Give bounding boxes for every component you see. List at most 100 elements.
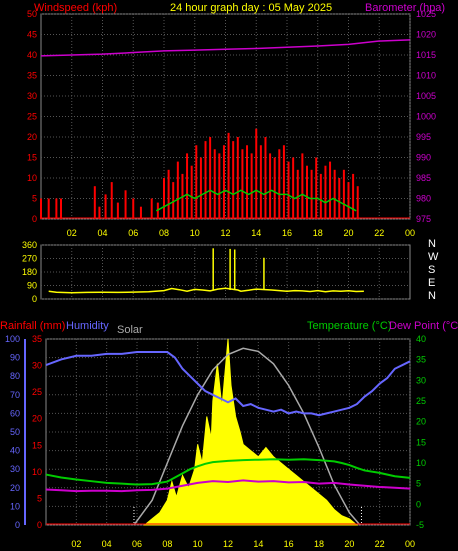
humidity-y-tick-label: 10 xyxy=(10,501,20,511)
baro-y-tick-label: 1015 xyxy=(416,50,436,60)
rainfall-y-tick-label: 30 xyxy=(32,361,42,371)
wind-x-tick-label: 06 xyxy=(128,228,138,238)
baro-y-tick-label: 1010 xyxy=(416,71,436,81)
humidity-line xyxy=(45,351,411,417)
wind-x-tick-label: 18 xyxy=(313,228,323,238)
wind-y-tick-label: 30 xyxy=(27,91,37,101)
winddir-y-tick-label: 360 xyxy=(22,240,37,250)
rainfall-y-tick-label: 35 xyxy=(32,334,42,344)
humidity-axis-title: Humidity xyxy=(66,320,109,332)
baro-y-tick-label: 1000 xyxy=(416,112,436,122)
winddir-y-tick-label: 270 xyxy=(22,254,37,264)
wind-x-tick-label: 12 xyxy=(220,228,230,238)
barometer-axis-title: Barometer (hpa) xyxy=(365,2,445,14)
rain-x-tick-label: 18 xyxy=(314,539,324,549)
temp-y-tick-label: 30 xyxy=(416,375,426,385)
humidity-y-tick-label: 80 xyxy=(10,371,20,381)
temp-y-tick-label: 15 xyxy=(416,437,426,447)
wind-y-tick-label: 45 xyxy=(27,30,37,40)
rain-x-tick-label: 04 xyxy=(102,539,112,549)
barometer-line xyxy=(40,39,411,57)
rain-humidity-temp-panel: 0 10 20 30 40 50 60 70 80 90 10 00 5 10 15 20 25 30 35 -5 0 5… xyxy=(5,334,426,549)
rainfall-y-tick-label: 20 xyxy=(32,414,42,424)
temp-y-tick-label: 35 xyxy=(416,355,426,365)
rain-x-tick-label: 02 xyxy=(71,539,81,549)
wind-x-tick-label: 22 xyxy=(374,228,384,238)
wind-x-tick-label: 02 xyxy=(67,228,77,238)
humidity-y-tick-label: 40 xyxy=(10,446,20,456)
rainfall-y-tick-label: 10 xyxy=(32,467,42,477)
baro-y-tick-label: 1005 xyxy=(416,91,436,101)
baro-y-tick-label: 985 xyxy=(416,173,431,183)
rain-x-tick-label: 14 xyxy=(253,539,263,549)
baro-y-tick-label: 1020 xyxy=(416,30,436,40)
wind-y-tick-label: 25 xyxy=(27,112,37,122)
wind-x-tick-label: 08 xyxy=(159,228,169,238)
rainfall-axis-title: Rainfall (mm) xyxy=(0,320,65,332)
dewpoint-line xyxy=(45,479,411,493)
baro-y-tick-label: 975 xyxy=(416,214,431,224)
rain-x-tick-label: 08 xyxy=(162,539,172,549)
temp-y-tick-label: 25 xyxy=(416,396,426,406)
humidity-y-tick-label: 50 xyxy=(10,427,20,437)
dewpoint-axis-title: Dew Point (°C) xyxy=(389,320,458,332)
compass-label: W xyxy=(428,251,439,263)
solar-label: Solar xyxy=(117,324,143,336)
humidity-y-tick-label: 70 xyxy=(10,390,20,400)
wind-x-tick-label: 10 xyxy=(190,228,200,238)
wind-y-tick-label: 35 xyxy=(27,71,37,81)
solar-actual-area xyxy=(143,338,359,526)
wind-panel: 0510152025303540455097598098599099510001… xyxy=(27,9,436,238)
chart-title: 24 hour graph day : 05 May 2025 xyxy=(170,2,332,14)
winddir-y-tick-label: 180 xyxy=(22,267,37,277)
temp-y-tick-label: 40 xyxy=(416,334,426,344)
winddir-y-tick-label: 0 xyxy=(32,294,37,304)
compass-label: S xyxy=(428,264,435,276)
wind-x-tick-label: 04 xyxy=(97,228,107,238)
rain-x-tick-label: 00 xyxy=(405,539,415,549)
temp-y-tick-label: 5 xyxy=(416,479,421,489)
wind-y-tick-label: 50 xyxy=(27,9,37,19)
baro-y-tick-label: 1025 xyxy=(416,9,436,19)
wind-y-tick-label: 10 xyxy=(27,173,37,183)
rainfall-y-tick-label: 0 xyxy=(37,520,42,530)
wind-y-tick-label: 15 xyxy=(27,153,37,163)
compass-label: E xyxy=(428,277,435,289)
rainfall-y-tick-label: 5 xyxy=(37,493,42,503)
wind-x-tick-label: 00 xyxy=(405,228,415,238)
humidity-y-tick-label: 100 xyxy=(5,334,20,344)
temp-y-tick-label: 0 xyxy=(416,499,421,509)
solar-theoretical-curve xyxy=(133,347,361,526)
wind-x-tick-label: 16 xyxy=(282,228,292,238)
temp-y-tick-label: 20 xyxy=(416,417,426,427)
wind-y-tick-label: 20 xyxy=(27,132,37,142)
winddir-y-tick-label: 90 xyxy=(27,281,37,291)
baro-y-tick-label: 980 xyxy=(416,194,431,204)
baro-y-tick-label: 995 xyxy=(416,132,431,142)
rain-x-tick-label: 12 xyxy=(223,539,233,549)
temp-y-tick-label: 10 xyxy=(416,458,426,468)
temperature-axis-title: Temperature (°C) xyxy=(307,320,391,332)
humidity-y-tick-label: 90 xyxy=(10,353,20,363)
rain-x-tick-label: 20 xyxy=(344,539,354,549)
temperature-line xyxy=(45,458,411,486)
compass-label: N xyxy=(428,238,436,250)
rain-x-tick-label: 06 xyxy=(132,539,142,549)
baro-y-tick-label: 990 xyxy=(416,153,431,163)
average-wind-line xyxy=(155,189,357,212)
wind-y-tick-label: 40 xyxy=(27,50,37,60)
humidity-y-tick-label: 30 xyxy=(10,464,20,474)
rainfall-y-tick-label: 25 xyxy=(32,387,42,397)
wind-x-tick-label: 14 xyxy=(251,228,261,238)
wind-direction-line xyxy=(48,287,364,294)
rain-x-tick-label: 16 xyxy=(284,539,294,549)
wind-y-tick-label: 5 xyxy=(32,194,37,204)
humidity-y-tick-label: 20 xyxy=(10,483,20,493)
temp-y-tick-label: -5 xyxy=(416,520,424,530)
humidity-y-tick-label: 60 xyxy=(10,408,20,418)
wind-y-tick-label: 0 xyxy=(32,214,37,224)
windspeed-axis-title: Windspeed (kph) xyxy=(34,2,117,14)
wind-x-tick-label: 20 xyxy=(343,228,353,238)
